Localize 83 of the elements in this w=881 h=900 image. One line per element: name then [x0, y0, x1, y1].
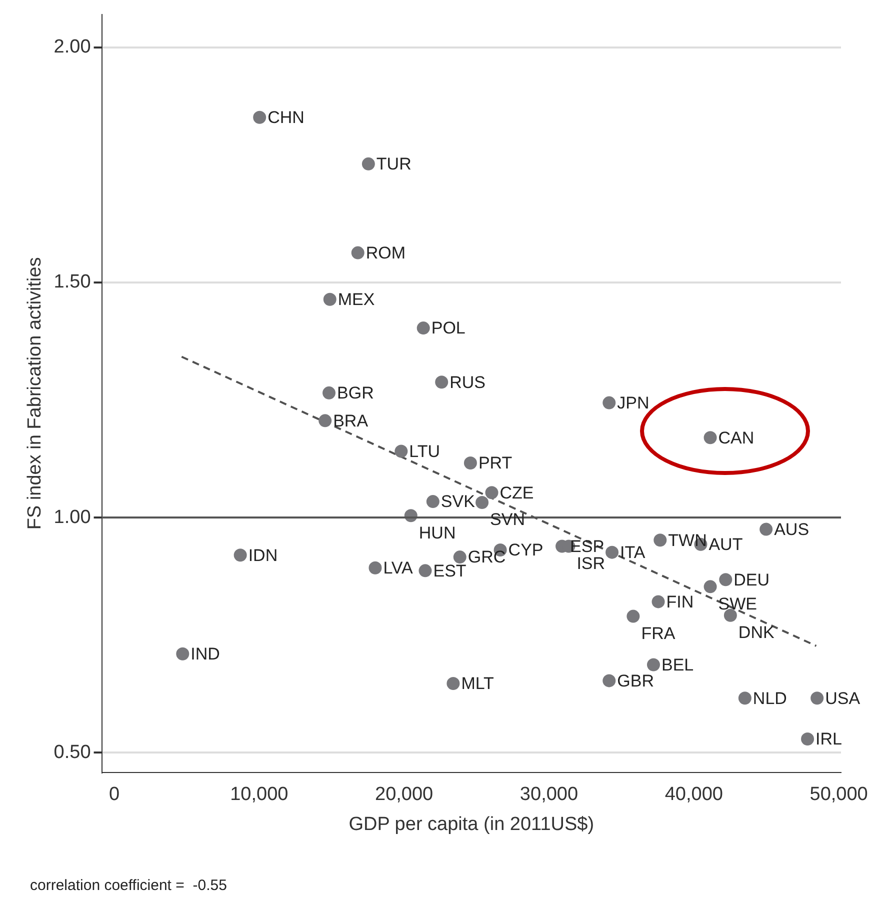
x-tick-label: 50,000	[810, 784, 868, 806]
point	[464, 456, 477, 470]
point	[418, 564, 432, 578]
point	[362, 157, 375, 170]
y-tick-label: 1.00	[54, 506, 91, 528]
annotation: CHN	[268, 108, 304, 128]
point	[323, 292, 336, 306]
x-tick-label: 0	[108, 784, 120, 806]
x-tick-label: 10,000	[230, 784, 288, 806]
annotation: LTU	[409, 442, 440, 461]
annotation: IDN	[248, 546, 278, 565]
annotation: BRA	[333, 411, 369, 430]
annotation: TUR	[376, 154, 412, 174]
point	[760, 522, 773, 536]
annotation: POL	[431, 318, 466, 338]
annotation: ISR	[576, 554, 606, 573]
x-tick-label: 30,000	[520, 784, 578, 806]
annotation: GBR	[617, 671, 654, 690]
annotation: FIN	[666, 592, 694, 612]
annotation: RUS	[450, 372, 486, 392]
annotation: IND	[190, 644, 220, 664]
y-tick-label: 0.50	[54, 742, 91, 763]
annotation: CYP	[508, 540, 544, 560]
point	[234, 548, 247, 562]
point	[322, 386, 336, 400]
point	[738, 692, 752, 705]
annotation: SWE	[718, 594, 758, 614]
text: correlation coefficient = -0.55	[30, 877, 227, 894]
annotation: PRT	[478, 454, 512, 473]
annotation: LVA	[383, 558, 414, 578]
point	[719, 573, 732, 586]
annotation: BGR	[337, 384, 374, 403]
annotation: SVK	[440, 492, 476, 512]
point	[704, 431, 717, 444]
annotation: EST	[433, 561, 466, 580]
annotation: HUN	[418, 523, 456, 542]
point	[416, 322, 430, 335]
annotation: CAN	[718, 428, 754, 448]
point	[626, 610, 640, 623]
annotation: AUS	[774, 520, 810, 539]
point	[476, 496, 489, 509]
point	[394, 444, 408, 458]
point	[368, 561, 382, 574]
point	[318, 414, 332, 428]
annotation: DNK	[738, 623, 775, 642]
annotation: ROM	[366, 243, 406, 262]
annotation: AUT	[708, 535, 743, 554]
point	[652, 595, 665, 608]
y-tick-label: 1.50	[54, 272, 91, 293]
annotation: DEU	[734, 570, 770, 590]
point	[253, 110, 266, 124]
point	[446, 677, 460, 690]
point	[602, 396, 616, 410]
annotation: TWN	[668, 530, 707, 550]
point	[654, 534, 667, 547]
x-axis-title: GDP per capita (in 2011US$)	[348, 814, 594, 835]
point	[646, 658, 660, 672]
x-tick-label: 20,000	[375, 784, 434, 806]
point	[485, 486, 498, 500]
point	[810, 692, 824, 705]
point	[606, 546, 619, 559]
point	[602, 674, 616, 688]
point	[351, 246, 364, 260]
annotation: USA	[825, 688, 861, 708]
point	[435, 376, 448, 389]
annotation: ITA	[620, 543, 646, 562]
point	[176, 647, 190, 660]
annotation: MEX	[338, 290, 375, 310]
annotation: FRA	[641, 624, 676, 643]
annotation: BEL	[661, 655, 694, 674]
annotation: IRL	[816, 730, 842, 749]
point	[453, 550, 466, 564]
point	[801, 732, 814, 746]
x-tick-label: 40,000	[664, 784, 723, 806]
annotation: CZE	[500, 483, 534, 502]
annotation: NLD	[752, 688, 787, 708]
annotation: GRC	[468, 548, 506, 567]
annotation: JPN	[617, 393, 650, 412]
point	[426, 495, 440, 508]
y-tick-label: 2.00	[54, 36, 91, 58]
y-axis-title: FS index in Fabrication activities	[24, 257, 46, 530]
point	[704, 580, 717, 594]
annotation: MLT	[461, 674, 494, 694]
